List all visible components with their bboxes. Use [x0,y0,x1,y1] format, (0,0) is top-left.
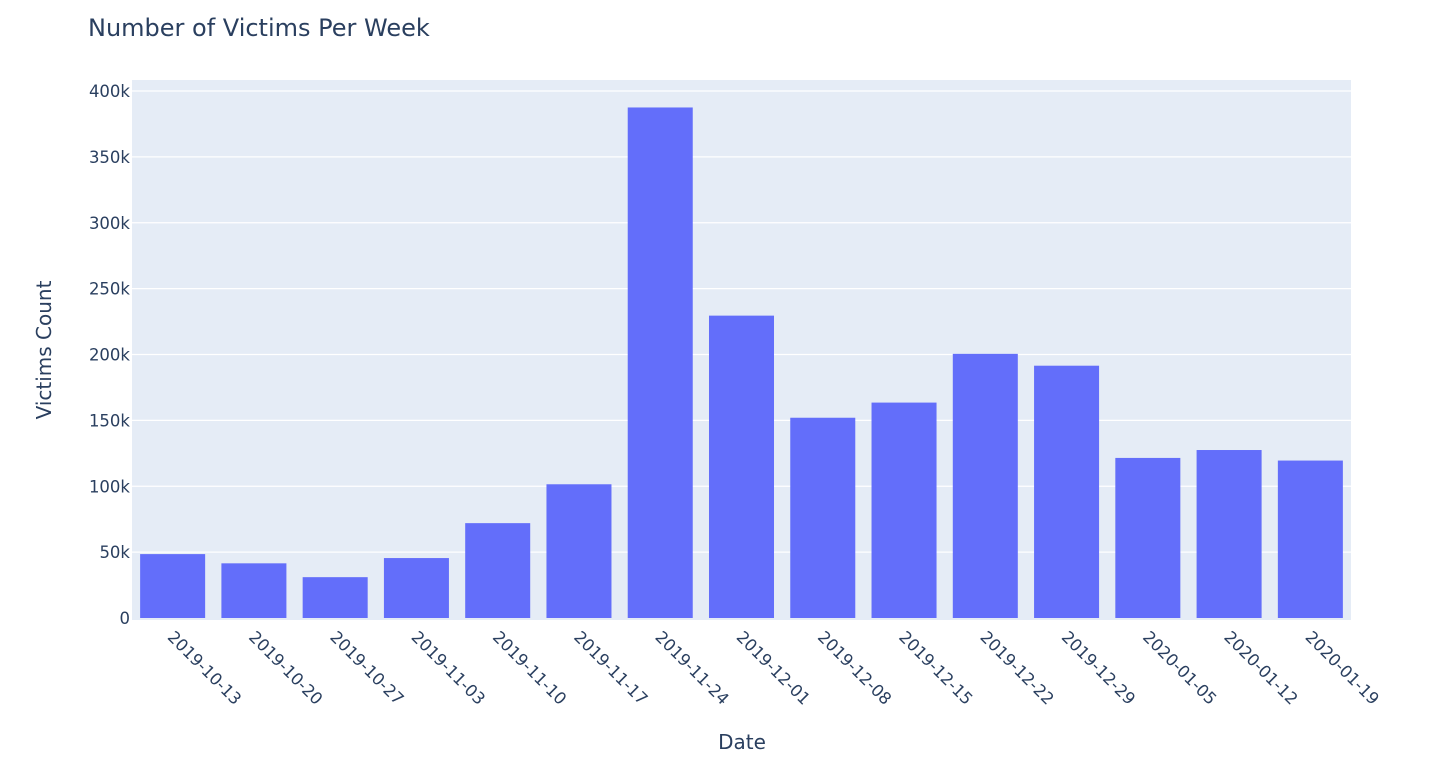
x-tick-label: 2020-01-19 [1302,627,1383,708]
x-tick-label: 2019-11-24 [651,627,732,708]
bar-2019-11-10 [465,523,531,618]
x-tick-label: 2019-11-17 [570,627,651,708]
y-tick-label: 100k [89,477,130,496]
bar-2019-11-24 [627,107,693,618]
y-tick-label: 250k [89,280,130,299]
x-axis-title: Date [718,730,766,754]
bar-2020-01-12 [1196,450,1262,618]
x-tick-label: 2019-12-08 [814,627,895,708]
y-tick-label: 0 [120,609,131,628]
y-tick-label: 400k [89,82,130,101]
bar-2019-12-29 [1034,365,1100,618]
bar-2019-11-03 [383,558,449,618]
x-tick-label: 2019-10-20 [245,627,326,708]
x-tick-label: 2020-01-05 [1139,627,1220,708]
y-axis-ticks: 0 50k 100k 150k 200k 250k 300k 350k 400k [89,82,130,628]
bar-2020-01-05 [1115,457,1181,618]
bar-2019-10-20 [221,563,287,618]
bar-2019-12-08 [790,417,856,618]
y-tick-label: 350k [89,148,130,167]
x-tick-label: 2019-11-10 [489,627,570,708]
bar-2019-12-22 [952,353,1018,618]
bar-2019-10-13 [140,554,206,618]
x-tick-label: 2019-12-22 [976,627,1057,708]
x-tick-label: 2019-12-15 [895,627,976,708]
x-tick-label: 2019-11-03 [408,627,489,708]
x-tick-label: 2019-12-29 [1058,627,1139,708]
bar-2019-10-27 [302,577,368,618]
bars [140,107,1343,618]
bar-2020-01-19 [1277,460,1343,618]
x-tick-label: 2019-10-27 [326,627,407,708]
y-tick-label: 200k [89,346,130,365]
y-tick-label: 150k [89,411,130,430]
x-tick-label: 2019-12-01 [733,627,814,708]
x-axis-ticks: 2019-10-13 2019-10-20 2019-10-27 2019-11-03… [164,627,1383,708]
y-tick-label: 300k [89,214,130,233]
chart-title: Number of Victims Per Week [88,14,430,42]
bar-2019-12-15 [871,402,937,618]
x-tick-label: 2019-10-13 [164,627,245,708]
bar-2019-12-01 [708,315,775,618]
y-tick-label: 50k [99,543,130,562]
x-tick-label: 2020-01-12 [1220,627,1301,708]
bar-2019-11-17 [546,484,612,618]
y-axis-title: Victims Count [32,280,56,419]
